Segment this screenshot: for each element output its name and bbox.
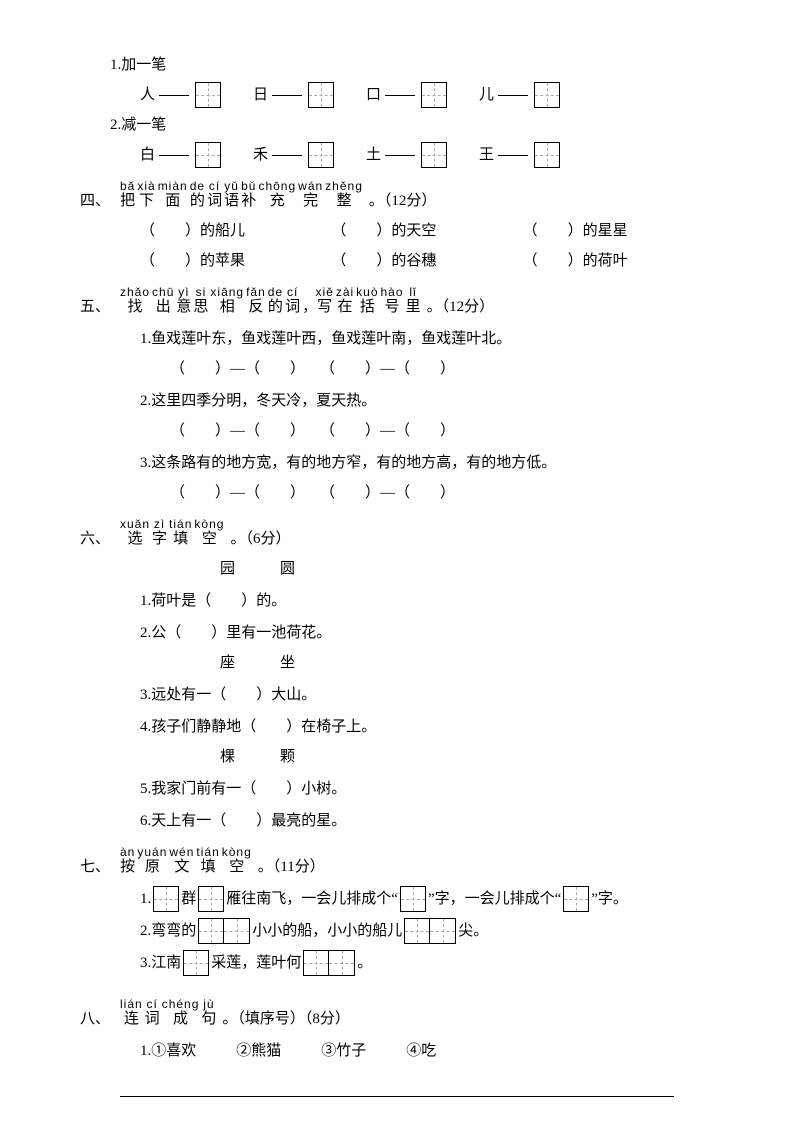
section-4-head: 四、 把bǎ下xià面miàn的de词cí语yǔ补bǔ充chōng完wán整zh…: [80, 180, 714, 216]
q1-add-row: 人 日 口 儿: [140, 80, 714, 110]
s6-opts2: 座 坐: [220, 648, 714, 678]
answer-box[interactable]: [329, 950, 355, 976]
answer-box[interactable]: [308, 142, 334, 168]
text: 2.弯弯的: [140, 916, 196, 946]
s6-item[interactable]: 3.远处有一（ ）大山。: [140, 680, 714, 710]
answer-box[interactable]: [534, 142, 560, 168]
answer-box[interactable]: [183, 950, 209, 976]
q1-sub-label: 2.减一笔: [110, 110, 714, 140]
answer-box[interactable]: [303, 950, 329, 976]
section-4-points: 。（12分）: [369, 186, 437, 216]
s6-item[interactable]: 4.孩子们静静地（ ）在椅子上。: [140, 712, 714, 742]
word-option[interactable]: ①喜欢: [151, 1036, 196, 1066]
answer-box[interactable]: [421, 82, 447, 108]
answer-box[interactable]: [308, 82, 334, 108]
text: 尖。: [458, 916, 488, 946]
section-num: 六、: [80, 524, 120, 554]
word-option[interactable]: ②熊猫: [236, 1036, 281, 1066]
s6-item[interactable]: 2.公（ ）里有一池荷花。: [140, 618, 714, 648]
s4-row2: （ ）的苹果 （ ）的谷穗 （ ）的荷叶: [140, 246, 714, 276]
footer-rule: [120, 1096, 674, 1097]
char-ren: 人: [140, 80, 155, 110]
char-bai: 白: [140, 140, 155, 170]
section-7-head: 七、 按àn原yuán文wén填tián空kòng 。（11分）: [80, 846, 714, 882]
section-7-points: 。（11分）: [258, 852, 325, 882]
text: 小小的船，小小的船儿: [252, 916, 402, 946]
section-6-title: 选xuǎn字zì填tián空kòng: [120, 518, 226, 554]
char-he: 禾: [253, 140, 268, 170]
s6-opts1: 园 圆: [220, 554, 714, 584]
text: ”字，一会儿排成个“: [428, 884, 561, 914]
s6-item[interactable]: 1.荷叶是（ ）的。: [140, 586, 714, 616]
s5-pair2[interactable]: （ ）—（ ） （ ）—（ ）: [170, 416, 714, 446]
s5-line3: 3.这条路有的地方宽，有的地方窄，有的地方高，有的地方低。: [140, 448, 714, 478]
answer-box[interactable]: [400, 886, 426, 912]
blank-item[interactable]: （ ）的星星: [523, 216, 714, 246]
s7-line3: 3.江南 采莲，莲叶何 。: [140, 948, 714, 978]
s6-group3: 棵 颗 5.我家门前有一（ ）小树。 6.天上有一（ ）最亮的星。: [80, 742, 714, 836]
section-6-head: 六、 选xuǎn字zì填tián空kòng 。（6分）: [80, 518, 714, 554]
char-kou: 口: [366, 80, 381, 110]
answer-box[interactable]: [563, 886, 589, 912]
answer-box[interactable]: [430, 918, 456, 944]
section-7-title: 按àn原yuán文wén填tián空kòng: [120, 846, 254, 882]
answer-box[interactable]: [195, 82, 221, 108]
char-tu: 土: [366, 140, 381, 170]
s6-group1: 园 圆 1.荷叶是（ ）的。 2.公（ ）里有一池荷花。: [80, 554, 714, 648]
text: 。: [357, 948, 372, 978]
answer-box[interactable]: [198, 886, 224, 912]
section-6-points: 。（6分）: [230, 524, 290, 554]
section-5-title: 找zhǎo出chū意yì思si相xiāng反fǎn的de词cí，写xiě在zài…: [120, 286, 423, 322]
answer-box[interactable]: [534, 82, 560, 108]
section-4-title: 把bǎ下xià面miàn的de词cí语yǔ补bǔ充chōng完wán整zhěng: [120, 180, 365, 216]
s6-item[interactable]: 5.我家门前有一（ ）小树。: [140, 774, 714, 804]
blank-item[interactable]: （ ）的荷叶: [523, 246, 714, 276]
section-5-points: 。（12分）: [427, 292, 495, 322]
section-8-head: 八、 连lián词cí成chéng句jù 。（填序号）（8分）: [80, 998, 714, 1034]
s6-opts3: 棵 颗: [220, 742, 714, 772]
s6-group2: 座 坐 3.远处有一（ ）大山。 4.孩子们静静地（ ）在椅子上。: [80, 648, 714, 742]
text: 群: [181, 884, 196, 914]
text: ”字。: [591, 884, 628, 914]
answer-box[interactable]: [195, 142, 221, 168]
section-8-title: 连lián词cí成chéng句jù: [120, 998, 218, 1034]
section-num: 四、: [80, 186, 120, 216]
text: 1.: [140, 1036, 151, 1066]
text: 雁往南飞，一会儿排成个“: [226, 884, 398, 914]
word-option[interactable]: ④吃: [406, 1036, 436, 1066]
answer-box[interactable]: [153, 886, 179, 912]
s6-item[interactable]: 6.天上有一（ ）最亮的星。: [140, 806, 714, 836]
s7-line1: 1. 群 雁往南飞，一会儿排成个“ ”字，一会儿排成个“ ”字。: [140, 884, 714, 914]
s8-line1: 1. ①喜欢 ②熊猫 ③竹子 ④吃: [140, 1036, 714, 1066]
s5-line1: 1.鱼戏莲叶东，鱼戏莲叶西，鱼戏莲叶南，鱼戏莲叶北。: [140, 324, 714, 354]
blank-item[interactable]: （ ）的苹果: [140, 246, 331, 276]
q1-sub-row: 白 禾 土 王: [140, 140, 714, 170]
s4-row1: （ ）的船儿 （ ）的天空 （ ）的星星: [140, 216, 714, 246]
answer-box[interactable]: [404, 918, 430, 944]
char-er: 儿: [479, 80, 494, 110]
char-ri: 日: [253, 80, 268, 110]
answer-box[interactable]: [224, 918, 250, 944]
word-option[interactable]: ③竹子: [321, 1036, 366, 1066]
s5-line2: 2.这里四季分明，冬天冷，夏天热。: [140, 386, 714, 416]
s7-line2: 2.弯弯的 小小的船，小小的船儿 尖。: [140, 916, 714, 946]
section-5-head: 五、 找zhǎo出chū意yì思si相xiāng反fǎn的de词cí，写xiě在…: [80, 286, 714, 322]
s5-pair1[interactable]: （ ）—（ ） （ ）—（ ）: [170, 354, 714, 384]
text: 3.江南: [140, 948, 181, 978]
answer-box[interactable]: [198, 918, 224, 944]
blank-item[interactable]: （ ）的船儿: [140, 216, 331, 246]
blank-item[interactable]: （ ）的谷穗: [331, 246, 522, 276]
char-wang: 王: [479, 140, 494, 170]
answer-box[interactable]: [421, 142, 447, 168]
section-8-points: 。（填序号）（8分）: [222, 1004, 350, 1034]
section-num: 五、: [80, 292, 120, 322]
text: 采莲，莲叶何: [211, 948, 301, 978]
q1-add-label: 1.加一笔: [110, 50, 714, 80]
s5-pair3[interactable]: （ ）—（ ） （ ）—（ ）: [170, 478, 714, 508]
section-num: 八、: [80, 1004, 120, 1034]
blank-item[interactable]: （ ）的天空: [331, 216, 522, 246]
section-num: 七、: [80, 852, 120, 882]
